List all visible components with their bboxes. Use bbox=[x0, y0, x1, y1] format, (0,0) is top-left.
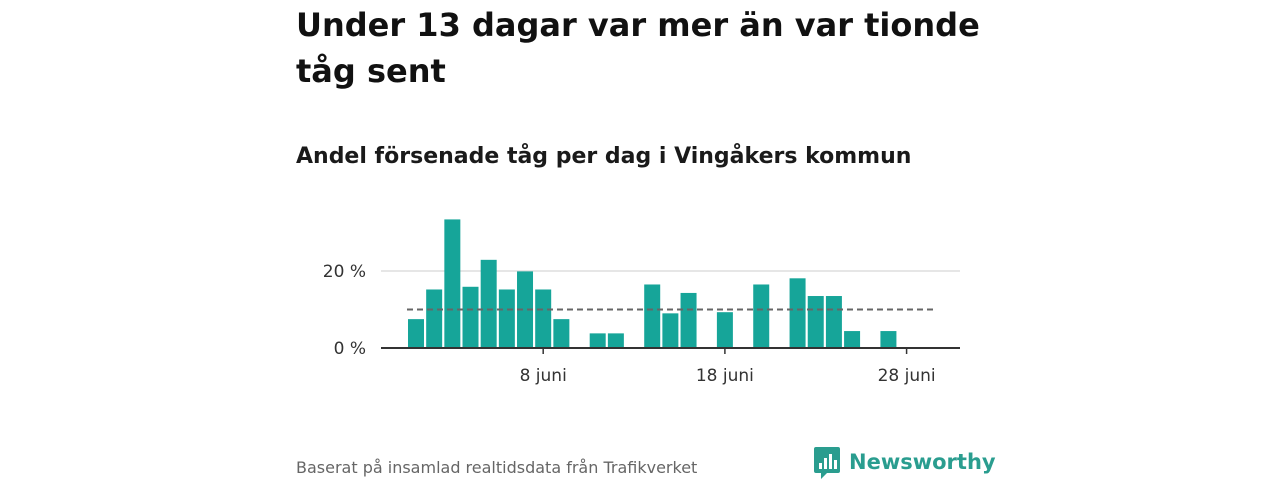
bar-16 bbox=[680, 292, 697, 348]
bar-12 bbox=[607, 333, 624, 348]
bar-2 bbox=[426, 289, 443, 348]
x-tick-label-1: 8 juni bbox=[520, 366, 567, 386]
brand-name: Newsworthy bbox=[849, 450, 996, 474]
x-tick-label-3: 28 juni bbox=[878, 366, 936, 386]
bar-6 bbox=[498, 289, 515, 348]
y-tick-label-2: 20 % bbox=[323, 262, 366, 282]
bar-14 bbox=[644, 284, 661, 348]
bar-22 bbox=[789, 278, 806, 348]
bar-9 bbox=[553, 319, 570, 349]
brand-badge: Newsworthy bbox=[813, 446, 996, 480]
bar-7 bbox=[517, 271, 534, 348]
x-tick-label-2: 18 juni bbox=[696, 366, 754, 386]
source-note: Baserat på insamlad realtidsdata från Tr… bbox=[296, 458, 698, 477]
bar-5 bbox=[480, 259, 497, 348]
tick-labels: 8 juni 18 juni 28 juni 0 % 20 % bbox=[323, 262, 936, 386]
bar-4 bbox=[462, 286, 479, 348]
bar-27 bbox=[880, 331, 897, 348]
axes bbox=[381, 347, 960, 354]
bar-23 bbox=[807, 296, 824, 348]
bar-chart: 8 juni 18 juni 28 juni 0 % 20 % bbox=[323, 219, 960, 386]
chart-headline: Under 13 dagar var mer än var tionde tåg… bbox=[296, 6, 980, 90]
newsworthy-logo-icon bbox=[814, 447, 840, 479]
bars bbox=[408, 219, 897, 349]
bar-25 bbox=[844, 331, 861, 348]
y-tick-label-1: 0 % bbox=[334, 339, 366, 359]
bar-20 bbox=[753, 284, 770, 348]
chart-subtitle: Andel försenade tåg per dag i Vingåkers … bbox=[296, 144, 912, 169]
bar-18 bbox=[716, 312, 733, 348]
bar-3 bbox=[444, 219, 461, 348]
bar-11 bbox=[589, 333, 606, 348]
bar-24 bbox=[825, 296, 842, 348]
bar-15 bbox=[662, 313, 679, 348]
bar-1 bbox=[408, 319, 424, 349]
bar-8 bbox=[535, 289, 552, 348]
